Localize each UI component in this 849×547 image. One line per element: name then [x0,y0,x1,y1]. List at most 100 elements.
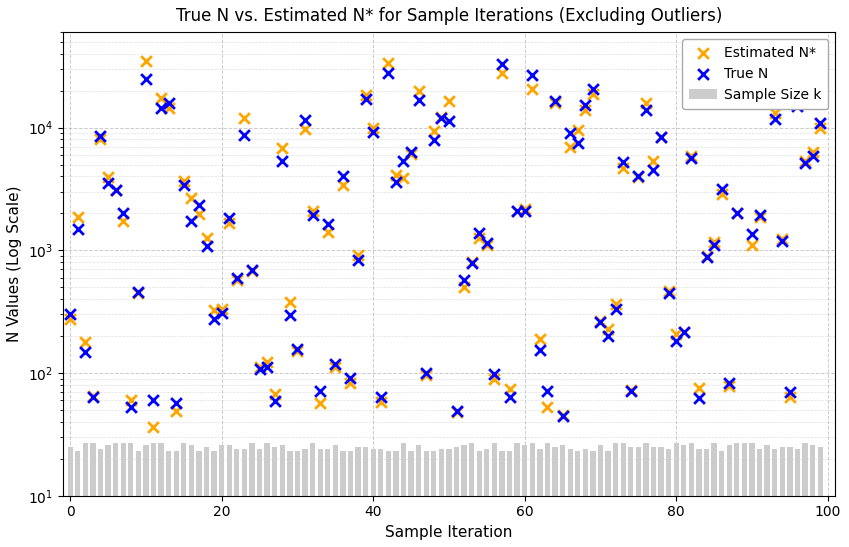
True N [548,96,562,105]
True N [753,211,767,219]
True N [639,106,653,114]
Bar [476,451,482,496]
Estimated N* [707,238,721,247]
Bar [82,443,88,496]
True N [222,213,236,222]
Estimated N* [230,275,244,284]
Estimated N* [404,149,418,158]
True N [139,74,153,83]
Bar [742,443,747,496]
True N [230,274,244,282]
True N [170,398,183,407]
True N [624,387,638,395]
True N [238,131,251,140]
Estimated N* [624,386,638,394]
Bar [188,445,194,496]
Bar [522,445,527,496]
True N [564,129,577,137]
Bar [90,443,96,496]
True N [147,395,160,404]
Bar [159,443,164,496]
Title: True N vs. Estimated N* for Sample Iterations (Excluding Outliers): True N vs. Estimated N* for Sample Itera… [176,7,722,25]
Estimated N* [692,384,706,393]
Bar [462,445,467,496]
True N [767,115,781,124]
True N [442,117,456,125]
Estimated N* [329,363,342,371]
Estimated N* [677,328,690,337]
Estimated N* [480,241,493,249]
Bar [553,447,558,496]
True N [556,411,570,420]
Bar [507,451,512,496]
Bar [802,443,807,496]
Estimated N* [715,190,728,199]
Estimated N* [722,382,736,391]
Bar [545,443,550,496]
Bar [181,443,187,496]
Estimated N* [813,124,827,133]
Estimated N* [86,392,99,400]
Estimated N* [184,194,198,203]
True N [261,362,274,371]
Bar [666,449,672,496]
True N [472,228,486,237]
Bar [439,449,444,496]
Bar [711,443,717,496]
Bar [636,447,641,496]
Bar [234,449,239,496]
Estimated N* [124,395,138,404]
True N [541,387,554,395]
Bar [431,451,436,496]
Estimated N* [116,217,130,225]
Estimated N* [510,207,524,216]
True N [64,310,77,319]
True N [647,166,661,174]
True N [761,59,774,67]
Estimated N* [518,205,531,213]
True N [374,392,387,401]
True N [578,101,592,109]
Estimated N* [313,398,327,407]
True N [207,315,221,323]
Bar [257,449,262,496]
Estimated N* [458,282,471,291]
Estimated N* [571,126,584,135]
Estimated N* [790,96,804,104]
Estimated N* [775,235,789,244]
Estimated N* [93,135,107,144]
Estimated N* [132,288,145,297]
True N [192,200,205,209]
Bar [356,447,361,496]
Estimated N* [238,113,251,122]
True N [389,178,402,187]
True N [458,275,471,284]
Bar [628,447,633,496]
True N [730,209,744,218]
True N [321,219,335,228]
Bar [340,451,346,496]
Bar [196,451,201,496]
Bar [719,451,724,496]
True N [495,60,509,69]
Bar [211,451,216,496]
True N [738,69,751,78]
Bar [333,445,338,496]
Estimated N* [647,156,661,165]
Bar [651,447,656,496]
Estimated N* [761,56,774,65]
Bar [302,449,307,496]
True N [177,181,190,189]
True N [427,135,441,144]
True N [593,318,607,327]
Estimated N* [381,58,395,67]
Bar [136,451,141,496]
True N [124,403,138,411]
Bar [605,451,610,496]
Estimated N* [806,148,819,156]
Bar [590,451,595,496]
True N [290,345,304,353]
True N [381,69,395,78]
Estimated N* [700,251,713,260]
Bar [385,451,391,496]
